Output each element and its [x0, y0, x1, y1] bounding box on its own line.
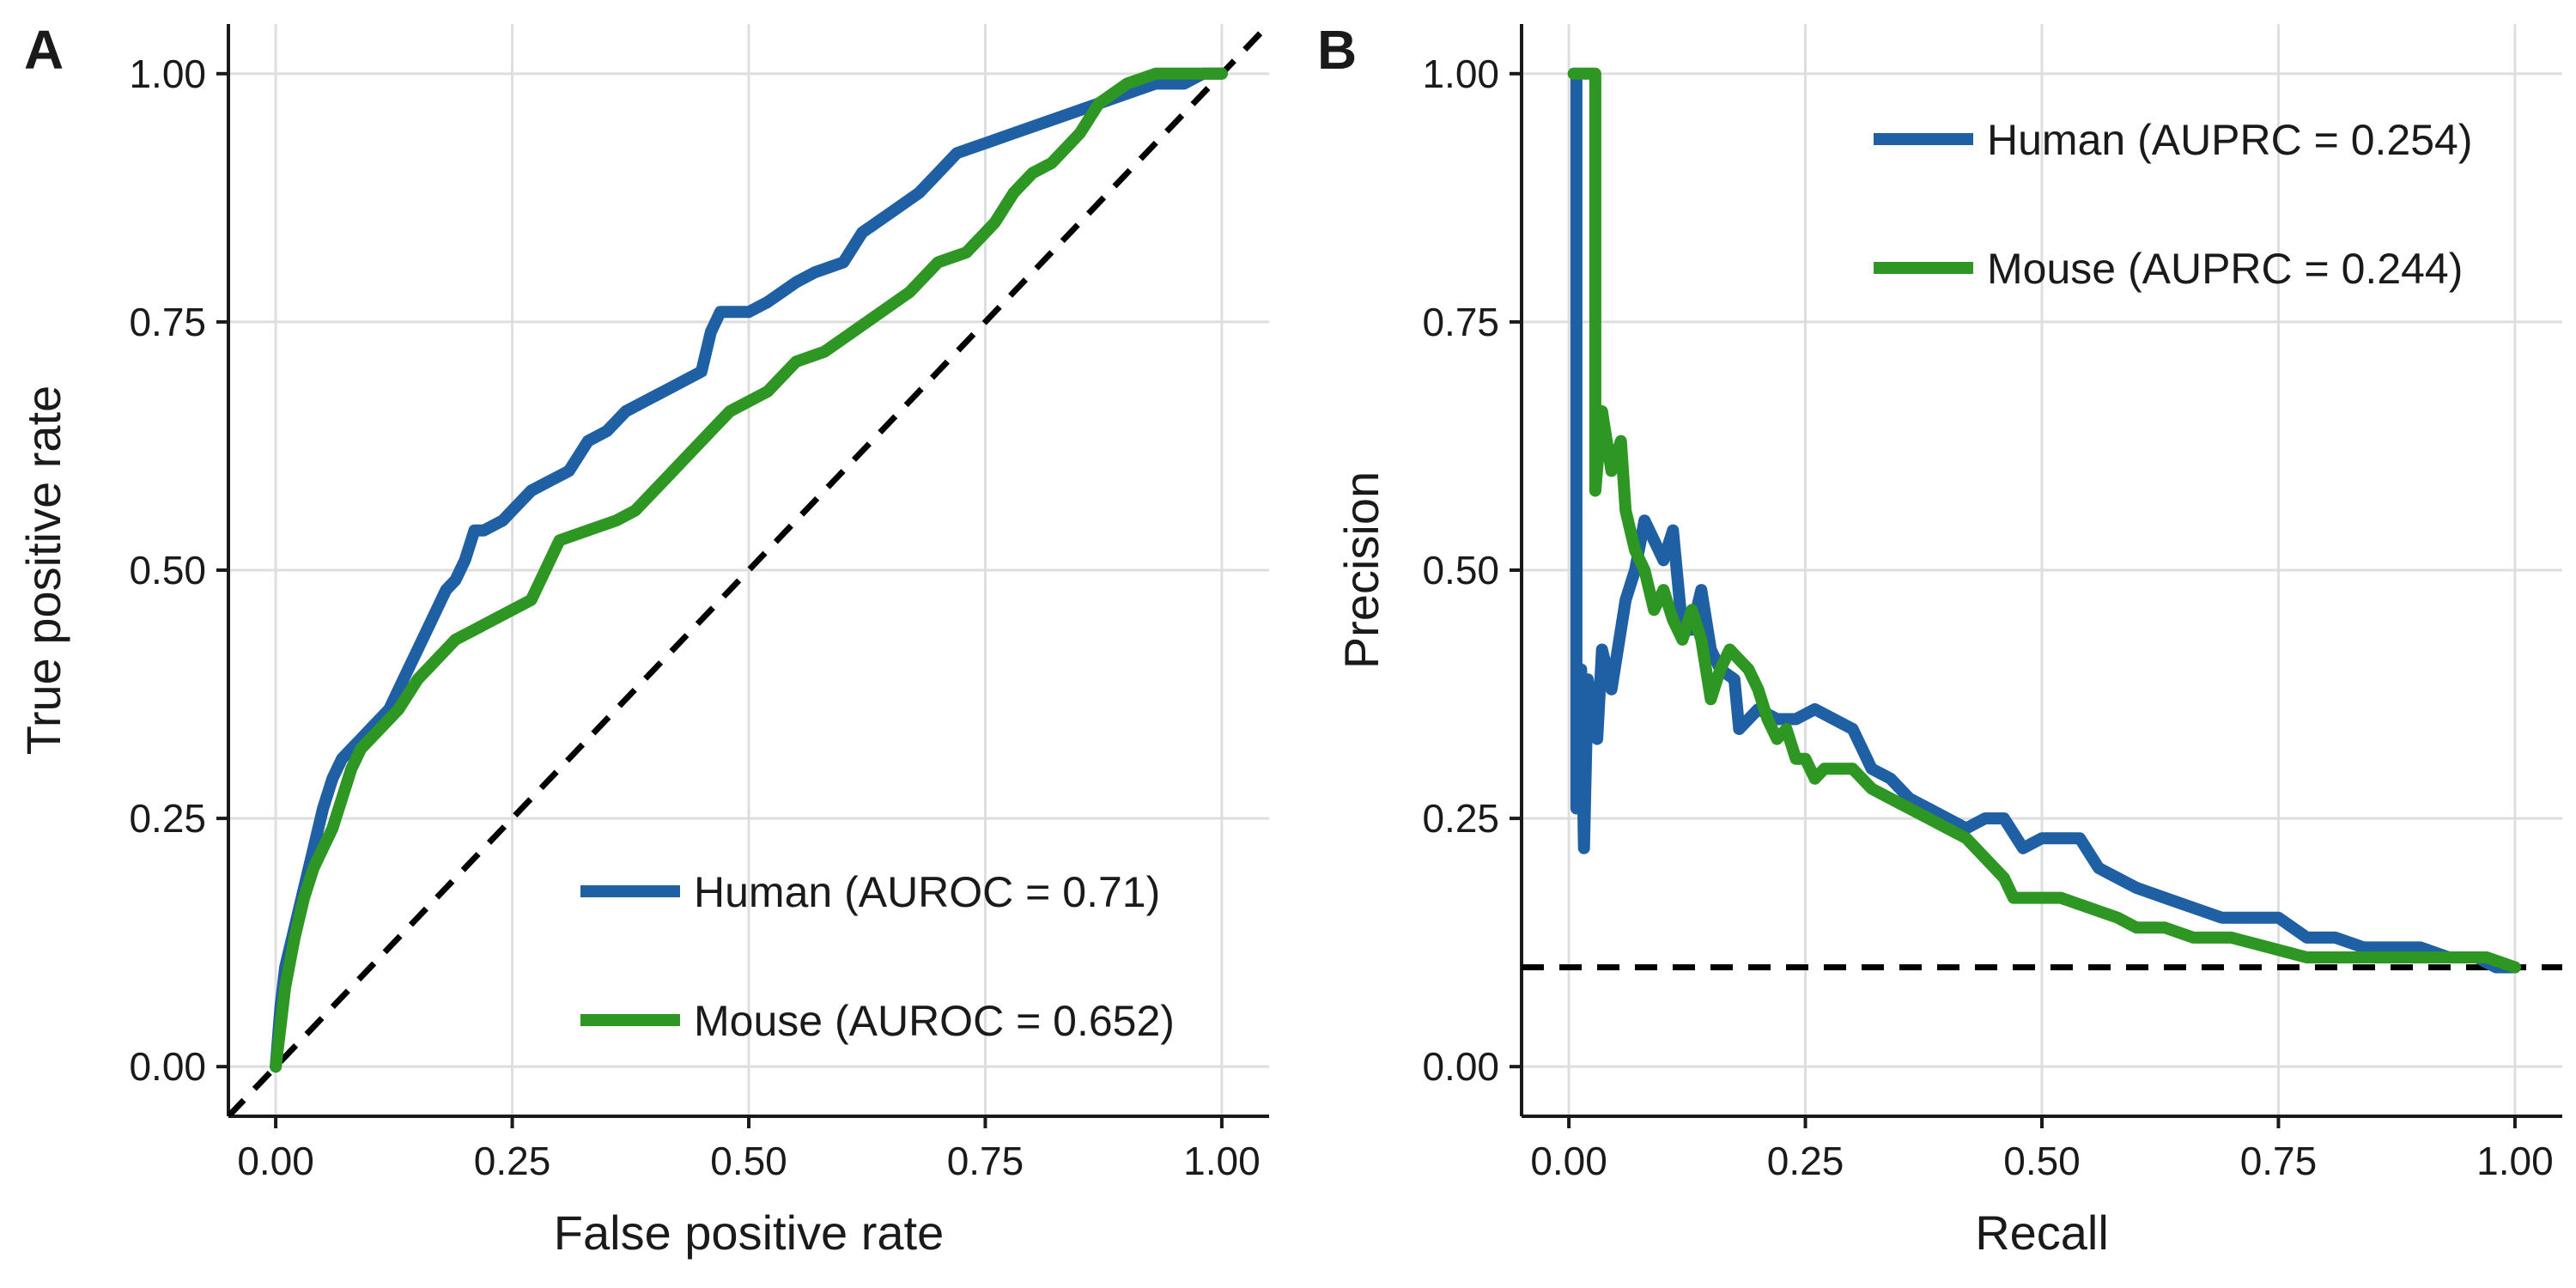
series-line-human — [270, 67, 1228, 1073]
legend-label-mouse: Mouse (AUPRC = 0.244) — [1987, 245, 2463, 293]
y-tick-label: 0.25 — [1422, 796, 1499, 841]
x-axis-title: False positive rate — [554, 1206, 944, 1260]
legend-label-human: Human (AUPRC = 0.254) — [1987, 116, 2473, 164]
series-line-mouse — [270, 67, 1228, 1073]
y-tick-label: 0.00 — [1422, 1044, 1499, 1089]
y-tick-label: 0.25 — [129, 796, 206, 841]
chart-panel-b: 0.00 0.25 0.50 0.75 1.00 0.00 0.25 0.50 0.75 1.00… — [1317, 19, 2562, 1260]
y-tick-label: 1.00 — [1422, 52, 1499, 96]
y-tick-label: 0.75 — [1422, 300, 1499, 344]
legend-label-mouse: Mouse (AUROC = 0.652) — [694, 997, 1175, 1045]
y-axis-title: True positive rate — [16, 386, 70, 756]
y-tick-label: 0.50 — [129, 548, 206, 592]
x-tick-label: 0.75 — [947, 1139, 1024, 1183]
x-tick-label: 0.50 — [2003, 1139, 2081, 1183]
panel-letter: A — [24, 19, 64, 81]
y-tick-label: 0.00 — [129, 1044, 206, 1089]
x-tick-label: 0.75 — [2240, 1139, 2318, 1183]
x-tick-label: 0.50 — [710, 1139, 787, 1183]
x-tick-label: 0.25 — [474, 1139, 551, 1183]
y-tick-label: 0.75 — [129, 300, 206, 344]
x-tick-label: 0.25 — [1767, 1139, 1844, 1183]
x-tick-label: 0.00 — [237, 1139, 314, 1183]
y-axis-title: Precision — [1334, 471, 1388, 669]
x-tick-label: 1.00 — [2476, 1139, 2554, 1183]
y-tick-label: 1.00 — [129, 52, 206, 96]
panel-letter: B — [1317, 19, 1357, 81]
legend-label-human: Human (AUROC = 0.71) — [694, 868, 1160, 916]
x-tick-label: 0.00 — [1530, 1139, 1607, 1183]
y-tick-label: 0.50 — [1422, 548, 1499, 592]
chart-panel-a: 0.00 0.25 0.50 0.75 1.00 0.00 0.25 0.50 0.75 1.00… — [16, 19, 1269, 1260]
series-line-mouse — [1567, 67, 2521, 974]
x-tick-label: 1.00 — [1183, 1139, 1261, 1183]
series-line-human — [1570, 67, 2521, 974]
x-axis-title: Recall — [1975, 1206, 2109, 1260]
reference-dashed-line — [228, 24, 1269, 1116]
